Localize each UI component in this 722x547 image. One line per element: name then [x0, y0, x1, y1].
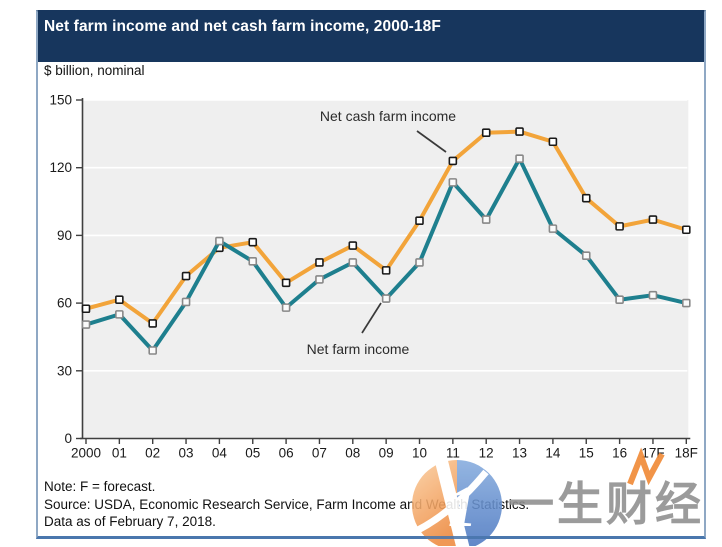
footer-note: Note: F = forecast.	[44, 479, 156, 494]
footer-data-as-of: Data as of February 7, 2018.	[44, 514, 216, 529]
footer-source: Source: USDA, Economic Research Service,…	[44, 496, 530, 512]
footer-notes: Note: F = forecast. Source: USDA, Econom…	[44, 478, 664, 531]
chart-title: Net farm income and net cash farm income…	[44, 18, 441, 35]
y-axis-units-label: $ billion, nominal	[44, 63, 145, 78]
chart-title-bar: Net farm income and net cash farm income…	[38, 12, 704, 62]
figure-panel: Net farm income and net cash farm income…	[36, 10, 706, 539]
